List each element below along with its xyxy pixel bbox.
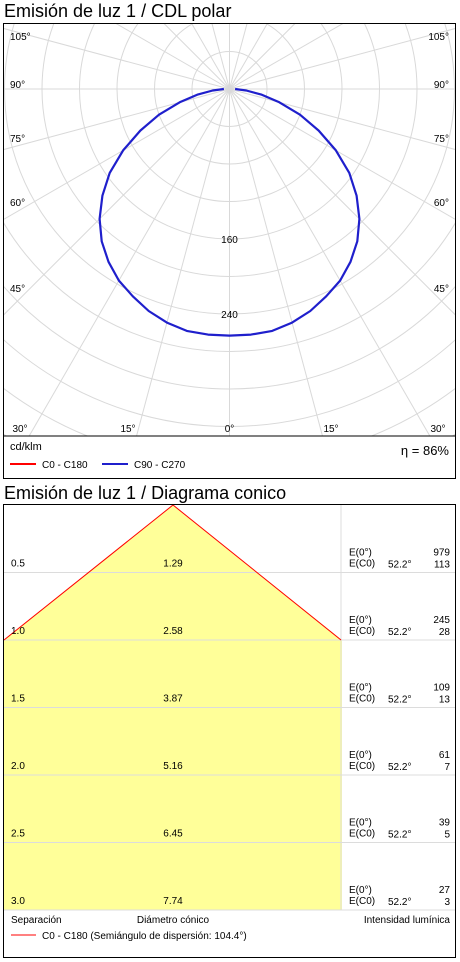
cone-e0-label: E(0°) bbox=[349, 548, 372, 559]
polar-grid-spoke bbox=[229, 88, 323, 436]
cone-diameter-value: 1.29 bbox=[163, 559, 183, 570]
cone-col-intensity: Intensidad lumínica bbox=[364, 915, 451, 926]
cone-chart-title: Emisión de luz 1 / Diagrama conico bbox=[4, 483, 287, 503]
cone-angle-value: 52.2° bbox=[388, 762, 411, 773]
cone-e0-label: E(0°) bbox=[349, 750, 372, 761]
polar-grid-spoke bbox=[229, 24, 268, 90]
polar-grid-spoke bbox=[229, 24, 344, 90]
cone-e0-value: 39 bbox=[439, 818, 451, 829]
polar-chart-panel: 105° 90° 75° 60° 45° 105° 90° 75° 60° 45° 30° 15° 0°… bbox=[3, 23, 456, 479]
polar-grid-spoke bbox=[229, 88, 455, 220]
cone-col-diameter: Diámetro cónico bbox=[137, 915, 210, 926]
cone-diameter-value: 5.16 bbox=[163, 761, 183, 772]
cone-ec0-label: E(C0) bbox=[349, 761, 375, 772]
cone-e0-value: 979 bbox=[433, 548, 450, 559]
polar-grid-spoke bbox=[229, 28, 455, 90]
polar-angle-label-bottom: 15° bbox=[323, 424, 338, 435]
polar-grid-spoke bbox=[4, 28, 230, 90]
polar-grid-spoke bbox=[229, 24, 248, 90]
cone-angle-value: 52.2° bbox=[388, 627, 411, 638]
polar-grid bbox=[4, 24, 455, 436]
polar-angle-label-left: 45° bbox=[10, 284, 25, 295]
polar-grid-spoke bbox=[28, 88, 230, 436]
cone-e0-value: 109 bbox=[433, 683, 450, 694]
cone-col-separation: Separación bbox=[11, 915, 62, 926]
cone-ec0-value: 5 bbox=[444, 830, 450, 841]
polar-angle-label-right: 60° bbox=[434, 198, 449, 209]
cone-separation-value: 1.0 bbox=[11, 626, 25, 637]
cone-ec0-value: 113 bbox=[434, 560, 450, 571]
polar-angle-label-bottom: 0° bbox=[225, 424, 235, 435]
polar-radial-label: 240 bbox=[221, 310, 238, 321]
cone-e0-value: 61 bbox=[439, 750, 451, 761]
polar-grid-spoke bbox=[4, 88, 230, 316]
cone-edge-left bbox=[3, 504, 174, 641]
polar-chart: 105° 90° 75° 60° 45° 105° 90° 75° 60° 45° 30° 15° 0°… bbox=[4, 24, 455, 471]
polar-unit-label: cd/klm bbox=[10, 441, 42, 453]
cone-diameter-value: 2.58 bbox=[163, 626, 183, 637]
cone-edge-right bbox=[172, 504, 342, 641]
cone-e0-value: 27 bbox=[439, 885, 451, 896]
cone-separation-value: 1.5 bbox=[11, 694, 25, 705]
cone-ec0-label: E(C0) bbox=[349, 896, 375, 907]
cone-ec0-value: 3 bbox=[444, 897, 450, 908]
polar-grid-spoke bbox=[163, 24, 230, 90]
polar-angle-label-right: 90° bbox=[434, 80, 449, 91]
cone-ec0-label: E(C0) bbox=[349, 694, 375, 705]
cone-separation-value: 3.0 bbox=[11, 896, 25, 907]
cone-diameter-value: 7.74 bbox=[163, 896, 183, 907]
polar-grid-spoke bbox=[211, 24, 230, 90]
polar-angle-label-right: 45° bbox=[434, 284, 449, 295]
polar-grid-spoke bbox=[136, 88, 230, 436]
polar-grid-spoke bbox=[229, 88, 455, 150]
polar-radial-label: 160 bbox=[221, 235, 238, 246]
cone-diameter-value: 6.45 bbox=[163, 829, 183, 840]
cone-legend-label: C0 - C180 (Semiángulo de dispersión: 104… bbox=[42, 931, 247, 942]
cone-diameter-value: 3.87 bbox=[163, 694, 183, 705]
polar-angle-label-left: 90° bbox=[10, 80, 25, 91]
cone-e0-label: E(0°) bbox=[349, 818, 372, 829]
polar-angle-label-right: 105° bbox=[428, 32, 449, 43]
cone-chart: 0.5 1.29 E(0°) 979 E(C0) 52.2° 113 1.0 2.58 E(0°)… bbox=[3, 504, 455, 942]
cone-angle-value: 52.2° bbox=[388, 830, 411, 841]
polar-grid-spoke bbox=[115, 24, 230, 90]
polar-grid-spoke bbox=[229, 88, 455, 316]
cone-ec0-label: E(C0) bbox=[349, 626, 375, 637]
cone-angle-value: 52.2° bbox=[388, 897, 411, 908]
polar-angle-label-right: 75° bbox=[434, 134, 449, 145]
cone-angle-value: 52.2° bbox=[388, 560, 411, 571]
polar-angle-label-bottom: 15° bbox=[120, 424, 135, 435]
cone-ec0-value: 7 bbox=[444, 762, 450, 773]
polar-angle-label-left: 60° bbox=[10, 198, 25, 209]
polar-legend-label: C90 - C270 bbox=[134, 460, 186, 471]
polar-grid-spoke bbox=[229, 24, 296, 90]
cone-chart-panel: 0.5 1.29 E(0°) 979 E(C0) 52.2° 113 1.0 2.58 E(0°)… bbox=[3, 504, 456, 958]
polar-chart-title: Emisión de luz 1 / CDL polar bbox=[4, 1, 232, 21]
cone-e0-value: 245 bbox=[433, 615, 450, 626]
cone-separation-value: 2.0 bbox=[11, 761, 25, 772]
cone-ec0-label: E(C0) bbox=[349, 829, 375, 840]
cone-ec0-value: 28 bbox=[439, 627, 451, 638]
cone-ec0-value: 13 bbox=[439, 695, 451, 706]
polar-angle-label-bottom: 30° bbox=[430, 424, 445, 435]
cone-e0-label: E(0°) bbox=[349, 885, 372, 896]
polar-grid-spoke bbox=[4, 88, 230, 150]
polar-grid-spoke bbox=[229, 88, 431, 436]
polar-grid-spoke bbox=[4, 88, 230, 220]
polar-angle-label-left: 75° bbox=[10, 134, 25, 145]
polar-efficiency-label: η = 86% bbox=[401, 443, 450, 458]
cone-e0-label: E(0°) bbox=[349, 615, 372, 626]
cone-ec0-label: E(C0) bbox=[349, 559, 375, 570]
polar-grid-spoke bbox=[191, 24, 230, 90]
cone-separation-value: 2.5 bbox=[11, 829, 25, 840]
cone-angle-value: 52.2° bbox=[388, 695, 411, 706]
polar-legend-label: C0 - C180 bbox=[42, 460, 88, 471]
polar-curve-c90-c270 bbox=[98, 87, 361, 337]
cone-separation-value: 0.5 bbox=[11, 559, 25, 570]
polar-angle-label-bottom: 30° bbox=[12, 424, 27, 435]
polar-angle-label-left: 105° bbox=[10, 32, 31, 43]
cone-e0-label: E(0°) bbox=[349, 683, 372, 694]
